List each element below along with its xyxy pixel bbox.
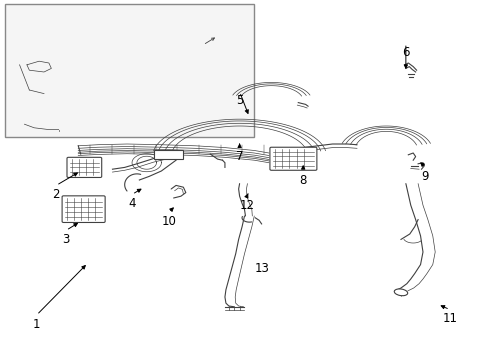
- FancyBboxPatch shape: [67, 157, 102, 177]
- Text: 2: 2: [52, 188, 60, 201]
- Text: 1: 1: [33, 318, 41, 330]
- FancyBboxPatch shape: [62, 196, 105, 222]
- Ellipse shape: [393, 289, 407, 296]
- Text: 5: 5: [235, 94, 243, 107]
- Text: 3: 3: [62, 233, 70, 246]
- Text: 9: 9: [421, 170, 428, 183]
- Text: 4: 4: [128, 197, 136, 210]
- Text: 13: 13: [254, 262, 268, 275]
- Text: 6: 6: [401, 46, 409, 59]
- Text: 7: 7: [235, 150, 243, 163]
- Bar: [154, 150, 183, 159]
- Text: 11: 11: [442, 312, 456, 325]
- Text: 8: 8: [299, 174, 306, 186]
- Text: 10: 10: [161, 215, 176, 228]
- Text: 12: 12: [239, 199, 254, 212]
- Bar: [5, 4, 254, 137]
- FancyBboxPatch shape: [269, 147, 316, 170]
